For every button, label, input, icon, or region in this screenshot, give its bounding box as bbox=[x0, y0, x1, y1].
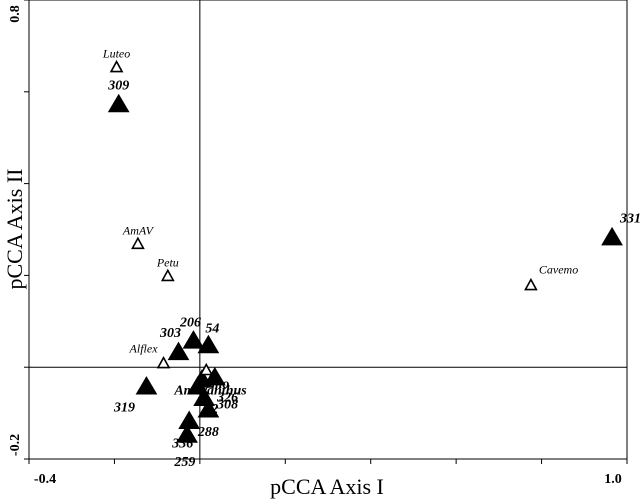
site-point bbox=[203, 366, 226, 386]
cluster-label: 2 bbox=[210, 402, 218, 417]
site-label: 331 bbox=[619, 211, 640, 226]
species-label: AmAV bbox=[122, 223, 155, 237]
species-label: Luteo bbox=[102, 47, 130, 61]
site-point bbox=[135, 376, 158, 395]
site-point bbox=[197, 334, 220, 354]
species-label: Cavemo bbox=[539, 263, 578, 277]
site-point bbox=[186, 376, 209, 395]
site-label: 206 bbox=[179, 316, 201, 331]
cluster-label: 308 bbox=[216, 398, 238, 413]
cluster-label: omo bbox=[204, 377, 229, 392]
site-point bbox=[167, 341, 190, 361]
cluster-label: 259 bbox=[173, 455, 195, 470]
x-tick-label: -0.4 bbox=[34, 472, 56, 487]
species-point bbox=[524, 277, 538, 291]
tick-marks bbox=[24, 0, 628, 464]
species-point bbox=[156, 355, 171, 369]
y-tick-label: -0.2 bbox=[8, 434, 23, 456]
site-label: 303 bbox=[159, 326, 181, 341]
cluster-label: 5 bbox=[196, 395, 203, 410]
x-tick-label: 1.0 bbox=[604, 472, 622, 487]
site-label: 309 bbox=[107, 78, 129, 93]
species-point bbox=[109, 59, 124, 73]
cluster-label: 336 bbox=[171, 437, 193, 452]
plot-frame bbox=[28, 0, 628, 460]
y-axis-label: pCCA Axis II bbox=[2, 168, 27, 289]
site-label: 319 bbox=[113, 401, 135, 416]
site-label: 54 bbox=[205, 321, 219, 336]
site-point bbox=[601, 226, 623, 246]
x-axis-label: pCCA Axis I bbox=[270, 474, 384, 499]
cluster-label: 326 bbox=[216, 391, 238, 406]
y-tick-label: 0.8 bbox=[8, 5, 23, 23]
tick-labels: -0.4 1.0 0.8 -0.2 bbox=[8, 5, 622, 487]
site-point bbox=[107, 93, 130, 113]
site-point bbox=[178, 410, 201, 429]
cluster-label: Amaranthus bbox=[173, 384, 247, 399]
species-point bbox=[199, 362, 214, 376]
site-point bbox=[197, 399, 220, 418]
site-point bbox=[182, 330, 205, 349]
species-label: Petu bbox=[156, 255, 179, 269]
species-label: Alflex bbox=[129, 342, 159, 356]
species-point bbox=[131, 236, 145, 250]
site-point bbox=[176, 424, 198, 443]
data-points bbox=[107, 59, 623, 443]
species-point bbox=[160, 268, 175, 282]
cluster-label: 288 bbox=[197, 425, 219, 440]
